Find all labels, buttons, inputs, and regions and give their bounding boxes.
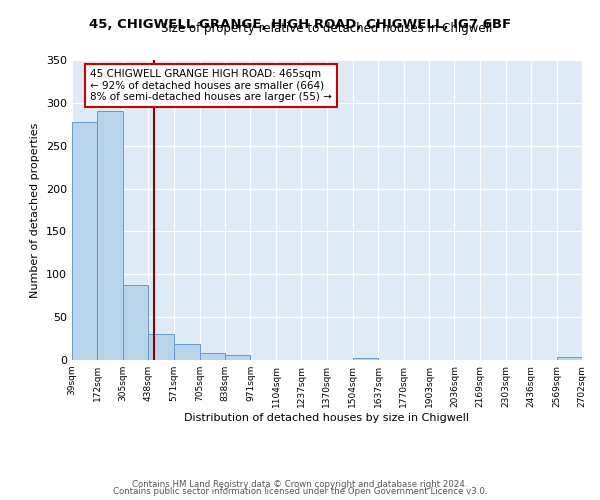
Y-axis label: Number of detached properties: Number of detached properties [31,122,40,298]
Text: 45, CHIGWELL GRANGE, HIGH ROAD, CHIGWELL, IG7 6BF: 45, CHIGWELL GRANGE, HIGH ROAD, CHIGWELL… [89,18,511,30]
Text: Contains HM Land Registry data © Crown copyright and database right 2024.: Contains HM Land Registry data © Crown c… [132,480,468,489]
Bar [353,358,378,360]
Bar [97,112,123,360]
Text: Contains public sector information licensed under the Open Government Licence v3: Contains public sector information licen… [113,488,487,496]
X-axis label: Distribution of detached houses by size in Chigwell: Distribution of detached houses by size … [185,412,470,422]
Bar [557,358,582,360]
Text: 45 CHIGWELL GRANGE HIGH ROAD: 465sqm
← 92% of detached houses are smaller (664)
: 45 CHIGWELL GRANGE HIGH ROAD: 465sqm ← 9… [90,69,332,102]
Bar [72,122,97,360]
Bar [200,353,225,360]
Bar [148,334,174,360]
Title: Size of property relative to detached houses in Chigwell: Size of property relative to detached ho… [161,22,493,35]
Bar [174,344,200,360]
Bar [225,355,250,360]
Bar [123,286,148,360]
